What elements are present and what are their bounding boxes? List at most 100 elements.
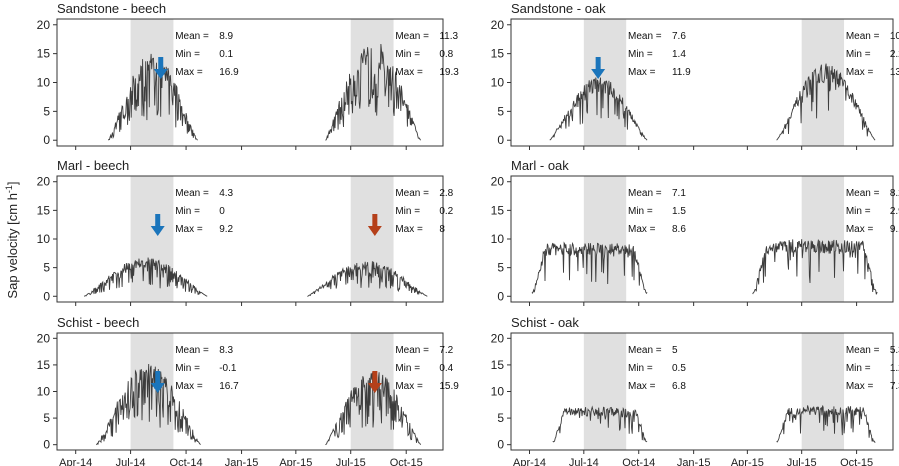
- stat-label: Min =: [846, 206, 871, 217]
- stat-label: Mean =: [628, 31, 662, 42]
- stat-label: Min =: [628, 49, 653, 60]
- series-line: [549, 63, 876, 141]
- panel-3: 0 5 10 15 20 Marl - beech Mean = 4.3 Min = 0 Max =…: [37, 158, 454, 306]
- stat-value: 2.2: [890, 49, 899, 60]
- series-line: [107, 43, 422, 141]
- stat-value: 9.2: [219, 224, 233, 235]
- y-tick-label: 0: [497, 438, 504, 452]
- stat-value: 1.5: [672, 206, 686, 217]
- x-tick-label: Jul-15: [336, 457, 366, 466]
- y-tick-label: 20: [491, 18, 505, 32]
- shaded-period: [801, 176, 845, 302]
- stat-label: Max =: [846, 224, 874, 235]
- x-tick-label: Jul-14: [569, 457, 599, 466]
- stat-value: 5.3: [890, 345, 899, 356]
- stat-label: Max =: [628, 381, 656, 392]
- x-tick-label: Oct-14: [622, 457, 655, 466]
- y-tick-label: 10: [491, 385, 505, 399]
- y-tick-label: 20: [491, 331, 505, 345]
- y-tick-label: 5: [497, 104, 504, 118]
- stat-label: Mean =: [628, 188, 662, 199]
- panel-1: 0 5 10 15 20 Sandstone - beech Mean = 8.9 Min = 0…: [37, 1, 459, 150]
- x-tick-label: Jan-15: [677, 457, 711, 466]
- stat-label: Min =: [395, 49, 420, 60]
- stat-label: Mean =: [395, 31, 429, 42]
- y-tick-label: 10: [491, 232, 505, 246]
- panel-5: 0 5 10 15 20 Apr-14 Jul-14 Oct-14 Jan-15 Apr-15 Ju…: [37, 315, 460, 466]
- stat-value: 8.3: [219, 345, 233, 356]
- stat-value: 4.3: [219, 188, 233, 199]
- panel-title: Sandstone - beech: [57, 1, 166, 16]
- x-tick-label: Jul-15: [787, 457, 817, 466]
- stat-value: 0.2: [439, 206, 453, 217]
- x-tick-label: Apr-15: [731, 457, 764, 466]
- down-arrow-icon: [367, 214, 382, 236]
- stat-value: 2.9: [890, 206, 899, 217]
- stat-label: Min =: [175, 49, 200, 60]
- stat-value: 0.5: [672, 363, 686, 374]
- y-tick-label: 5: [43, 411, 50, 425]
- x-tick-label: Apr-14: [513, 457, 546, 466]
- x-tick-label: Oct-15: [840, 457, 873, 466]
- stat-label: Min =: [175, 363, 200, 374]
- stat-value: 13.8: [890, 67, 899, 78]
- y-tick-label: 5: [43, 104, 50, 118]
- panel-2: 0 5 10 15 20 Sandstone - oak Mean = 7.6 Min = 1.4…: [491, 1, 899, 150]
- down-arrow-icon: [150, 371, 165, 393]
- y-axis-label: Sap velocity [cm h-1]: [4, 181, 20, 298]
- stat-label: Max =: [846, 67, 874, 78]
- stat-label: Mean =: [395, 345, 429, 356]
- y-tick-label: 5: [497, 411, 504, 425]
- stat-value: 7.3: [890, 381, 899, 392]
- y-tick-label: 0: [497, 289, 504, 303]
- stat-value: 6.8: [672, 381, 686, 392]
- stat-value: -0.1: [219, 363, 237, 374]
- stat-value: 1.2: [890, 363, 899, 374]
- stat-value: 8: [439, 224, 445, 235]
- stat-value: 9.1: [890, 224, 899, 235]
- y-tick-label: 0: [43, 438, 50, 452]
- stat-value: 7.2: [439, 345, 453, 356]
- y-tick-label: 10: [37, 232, 51, 246]
- stat-label: Max =: [846, 381, 874, 392]
- stat-value: 7.6: [672, 31, 686, 42]
- stat-label: Max =: [628, 224, 656, 235]
- y-tick-label: 15: [37, 203, 51, 217]
- series-line: [83, 257, 428, 297]
- stat-value: 11.3: [439, 31, 458, 42]
- series-line: [552, 405, 876, 443]
- stat-label: Mean =: [175, 188, 209, 199]
- y-tick-label: 20: [37, 18, 51, 32]
- y-tick-label: 15: [491, 203, 505, 217]
- stat-label: Mean =: [395, 188, 429, 199]
- stat-label: Mean =: [846, 31, 880, 42]
- y-tick-label: 15: [491, 47, 505, 61]
- stat-label: Max =: [628, 67, 656, 78]
- down-arrow-icon: [591, 57, 606, 79]
- panel-6: 0 5 10 15 20 Apr-14 Jul-14 Oct-14 Jan-15 Apr-15 Ju…: [491, 315, 899, 466]
- y-tick-label: 5: [497, 261, 504, 275]
- stat-label: Max =: [395, 224, 423, 235]
- stat-label: Min =: [395, 363, 420, 374]
- panel-4: 0 5 10 15 20 Marl - oak Mean = 7.1 Min = 1.5 Max =…: [491, 158, 899, 306]
- stat-label: Mean =: [175, 345, 209, 356]
- x-tick-label: Jan-15: [225, 457, 259, 466]
- panel-title: Sandstone - oak: [511, 1, 606, 16]
- stat-label: Mean =: [846, 188, 880, 199]
- y-tick-label: 15: [37, 47, 51, 61]
- stat-value: 7.1: [672, 188, 686, 199]
- stat-value: 16.9: [219, 67, 239, 78]
- stat-label: Min =: [846, 49, 871, 60]
- stat-value: 0: [219, 206, 225, 217]
- shaded-period: [583, 333, 627, 450]
- stat-value: 5: [672, 345, 678, 356]
- stat-value: 8.6: [672, 224, 686, 235]
- x-tick-label: Oct-14: [170, 457, 203, 466]
- shaded-period: [801, 333, 845, 450]
- stat-value: 0.1: [219, 49, 233, 60]
- stat-value: 19.3: [439, 67, 459, 78]
- panel-title: Marl - beech: [57, 158, 129, 173]
- down-arrow-icon: [153, 57, 168, 79]
